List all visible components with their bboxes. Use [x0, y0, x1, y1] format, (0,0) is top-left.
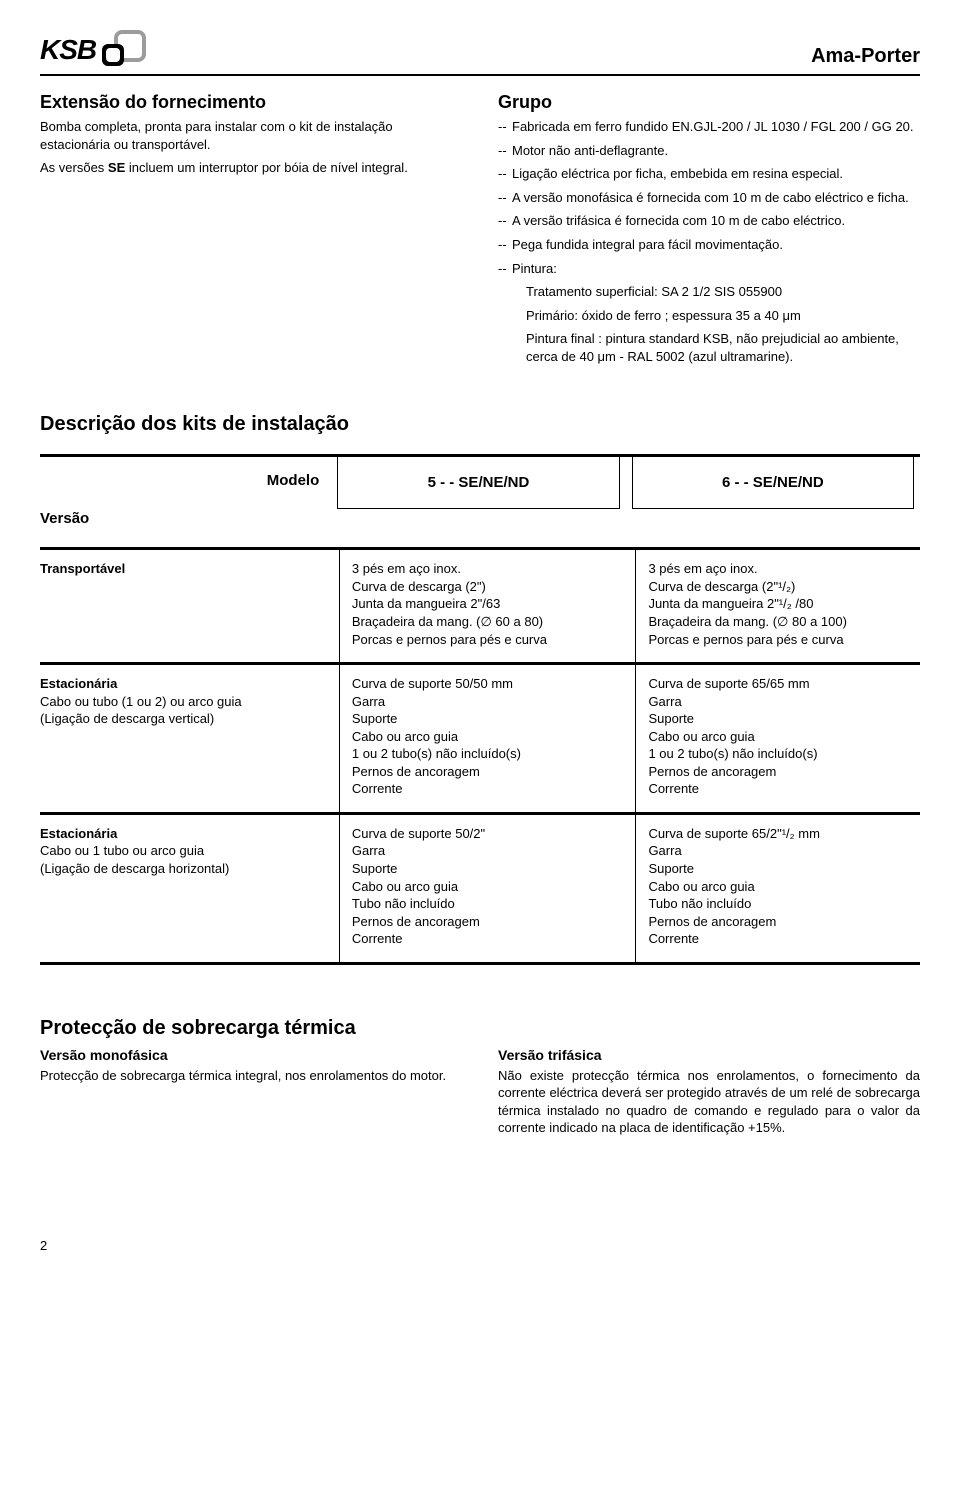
supply-extension-section: Extensão do fornecimento Bomba completa,… [40, 90, 462, 371]
kits-cell-line: Suporte [352, 710, 612, 728]
kits-cell-line: Corrente [352, 930, 612, 948]
kits-row: EstacionáriaCabo ou tubo (1 ou 2) ou arc… [40, 662, 920, 812]
kits-cell: 3 pés em aço inox.Curva de descarga (2"¹… [635, 550, 920, 662]
kits-cell-line: Tubo não incluído [352, 895, 612, 913]
kits-row-label-strong: Estacionária [40, 675, 321, 693]
kits-cell-line: Garra [352, 693, 612, 711]
kits-cell-line: Junta da mangueira 2"/63 [352, 595, 612, 613]
group-heading: Grupo [498, 90, 920, 114]
protection-tri: Versão trifásica Não existe protecção té… [498, 1046, 920, 1137]
protection-tri-sub: Versão trifásica [498, 1046, 920, 1065]
kits-cell-line: Suporte [352, 860, 612, 878]
group-sub-item: Pintura final : pintura standard KSB, nã… [526, 330, 920, 365]
kits-row-label-line: Cabo ou 1 tubo ou arco guia [40, 842, 321, 860]
kits-cell-line: Cabo ou arco guia [648, 878, 908, 896]
supply-heading: Extensão do fornecimento [40, 90, 462, 114]
kits-table-head: Modelo Versão 5 - - SE/NE/ND 6 - - SE/NE… [40, 454, 920, 547]
kits-cell-line: Curva de suporte 65/65 mm [648, 675, 908, 693]
intro-columns: Extensão do fornecimento Bomba completa,… [40, 90, 920, 371]
group-list-item: A versão trifásica é fornecida com 10 m … [498, 212, 920, 230]
kits-cell-line: Cabo ou arco guia [352, 728, 612, 746]
kits-cell-line: 3 pés em aço inox. [352, 560, 612, 578]
kits-cell-line: Curva de descarga (2"¹/₂) [648, 578, 908, 596]
kits-row-label-strong: Transportável [40, 560, 321, 578]
kits-row-label-line: (Ligação de descarga horizontal) [40, 860, 321, 878]
model-col-2: 6 - - SE/NE/ND [632, 457, 914, 509]
group-list-item: Ligação eléctrica por ficha, embebida em… [498, 165, 920, 183]
kits-cell-line: 1 ou 2 tubo(s) não incluído(s) [352, 745, 612, 763]
supply-p2-prefix: As versões [40, 160, 108, 175]
kits-cell-line: Pernos de ancoragem [648, 763, 908, 781]
kits-cell-line: Corrente [352, 780, 612, 798]
header-modelo: Modelo [40, 471, 319, 491]
kits-cell: Curva de suporte 65/65 mmGarraSuporteCab… [635, 665, 920, 812]
header-versao: Versão [40, 509, 319, 529]
supply-p2-strong: SE [108, 160, 125, 175]
kits-cell-line: Cabo ou arco guia [648, 728, 908, 746]
kits-row-label-strong: Estacionária [40, 825, 321, 843]
kits-row-label-line: Cabo ou tubo (1 ou 2) ou arco guia [40, 693, 321, 711]
kits-cell-line: Curva de suporte 50/2" [352, 825, 612, 843]
logo-icon [102, 30, 146, 70]
kits-cell-line: Corrente [648, 780, 908, 798]
kits-row-label: EstacionáriaCabo ou tubo (1 ou 2) ou arc… [40, 665, 333, 812]
kits-row: EstacionáriaCabo ou 1 tubo ou arco guia(… [40, 812, 920, 965]
group-list-item: Fabricada em ferro fundido EN.GJL-200 / … [498, 118, 920, 136]
kits-cell: Curva de suporte 65/2"¹/₂ mmGarraSuporte… [635, 815, 920, 962]
kits-cell-line: Curva de descarga (2") [352, 578, 612, 596]
supply-p2: As versões SE incluem um interruptor por… [40, 159, 462, 177]
page-header: KSB Ama-Porter [40, 30, 920, 76]
kits-cell-line: Curva de suporte 65/2"¹/₂ mm [648, 825, 908, 843]
kits-cell-line: 1 ou 2 tubo(s) não incluído(s) [648, 745, 908, 763]
protection-mono-sub: Versão monofásica [40, 1046, 462, 1065]
kits-cell: Curva de suporte 50/50 mmGarraSuporteCab… [339, 665, 624, 812]
kits-cell-line: Cabo ou arco guia [352, 878, 612, 896]
group-list-item: A versão monofásica é fornecida com 10 m… [498, 189, 920, 207]
kits-table: Modelo Versão 5 - - SE/NE/ND 6 - - SE/NE… [40, 454, 920, 964]
supply-p2-suffix: incluem um interruptor por bóia de nível… [125, 160, 408, 175]
kits-row: Transportável3 pés em aço inox.Curva de … [40, 547, 920, 662]
kits-cell: Curva de suporte 50/2"GarraSuporteCabo o… [339, 815, 624, 962]
kits-cell-line: Porcas e pernos para pés e curva [648, 631, 908, 649]
kits-cell-line: Pernos de ancoragem [648, 913, 908, 931]
kits-cell-line: Tubo não incluído [648, 895, 908, 913]
kits-cell-line: Suporte [648, 710, 908, 728]
group-list: Fabricada em ferro fundido EN.GJL-200 / … [498, 118, 920, 365]
protection-heading: Protecção de sobrecarga térmica [40, 1015, 920, 1042]
group-section: Grupo Fabricada em ferro fundido EN.GJL-… [498, 90, 920, 371]
group-list-item: Motor não anti-deflagrante. [498, 142, 920, 160]
product-name: Ama-Porter [811, 43, 920, 70]
protection-mono-text: Protecção de sobrecarga térmica integral… [40, 1067, 462, 1085]
protection-section: Protecção de sobrecarga térmica Versão m… [40, 1015, 920, 1137]
group-list-item: Pintura:Tratamento superficial: SA 2 1/2… [498, 260, 920, 366]
kits-cell-line: Braçadeira da mang. (∅ 60 a 80) [352, 613, 612, 631]
kits-row-label: EstacionáriaCabo ou 1 tubo ou arco guia(… [40, 815, 333, 962]
kits-cell-line: Garra [352, 842, 612, 860]
kits-row-label-line: (Ligação de descarga vertical) [40, 710, 321, 728]
logo-text: KSB [40, 31, 96, 69]
kits-cell: 3 pés em aço inox.Curva de descarga (2")… [339, 550, 624, 662]
logo: KSB [40, 30, 146, 70]
kits-cell-line: Garra [648, 693, 908, 711]
kits-cell-line: Braçadeira da mang. (∅ 80 a 100) [648, 613, 908, 631]
kits-row-label: Transportável [40, 550, 333, 662]
kits-cell-line: 3 pés em aço inox. [648, 560, 908, 578]
group-sub-item: Primário: óxido de ferro ; espessura 35 … [526, 307, 920, 325]
group-list-item: Pega fundida integral para fácil movimen… [498, 236, 920, 254]
kits-heading: Descrição dos kits de instalação [40, 411, 920, 438]
kits-cell-line: Suporte [648, 860, 908, 878]
kits-cell-line: Porcas e pernos para pés e curva [352, 631, 612, 649]
kits-cell-line: Curva de suporte 50/50 mm [352, 675, 612, 693]
kits-cell-line: Garra [648, 842, 908, 860]
group-sub-item: Tratamento superficial: SA 2 1/2 SIS 055… [526, 283, 920, 301]
kits-cell-line: Corrente [648, 930, 908, 948]
supply-p1: Bomba completa, pronta para instalar com… [40, 118, 462, 153]
kits-cell-line: Pernos de ancoragem [352, 913, 612, 931]
protection-tri-text: Não existe protecção térmica nos enrolam… [498, 1067, 920, 1137]
model-col-1: 5 - - SE/NE/ND [337, 457, 619, 509]
protection-mono: Versão monofásica Protecção de sobrecarg… [40, 1046, 462, 1137]
page-number: 2 [40, 1237, 920, 1255]
kits-cell-line: Pernos de ancoragem [352, 763, 612, 781]
kits-cell-line: Junta da mangueira 2"¹/₂ /80 [648, 595, 908, 613]
